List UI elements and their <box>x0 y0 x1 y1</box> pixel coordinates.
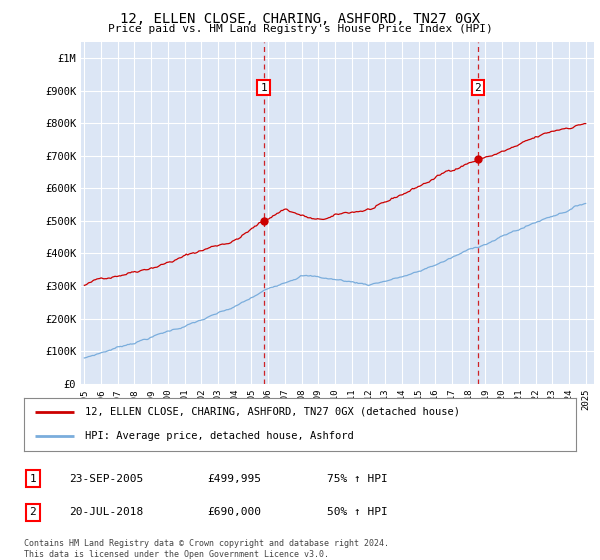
Text: Price paid vs. HM Land Registry's House Price Index (HPI): Price paid vs. HM Land Registry's House … <box>107 24 493 34</box>
Text: £499,995: £499,995 <box>207 474 261 484</box>
Text: 50% ↑ HPI: 50% ↑ HPI <box>327 507 388 517</box>
Text: HPI: Average price, detached house, Ashford: HPI: Average price, detached house, Ashf… <box>85 431 353 441</box>
Text: 20-JUL-2018: 20-JUL-2018 <box>69 507 143 517</box>
Text: 12, ELLEN CLOSE, CHARING, ASHFORD, TN27 0GX: 12, ELLEN CLOSE, CHARING, ASHFORD, TN27 … <box>120 12 480 26</box>
Text: 1: 1 <box>29 474 37 484</box>
Text: 75% ↑ HPI: 75% ↑ HPI <box>327 474 388 484</box>
Text: 1: 1 <box>260 82 267 92</box>
Text: 2: 2 <box>475 82 481 92</box>
Text: £690,000: £690,000 <box>207 507 261 517</box>
Text: 2: 2 <box>29 507 37 517</box>
Text: 12, ELLEN CLOSE, CHARING, ASHFORD, TN27 0GX (detached house): 12, ELLEN CLOSE, CHARING, ASHFORD, TN27 … <box>85 407 460 417</box>
Text: Contains HM Land Registry data © Crown copyright and database right 2024.
This d: Contains HM Land Registry data © Crown c… <box>24 539 389 559</box>
Text: 23-SEP-2005: 23-SEP-2005 <box>69 474 143 484</box>
